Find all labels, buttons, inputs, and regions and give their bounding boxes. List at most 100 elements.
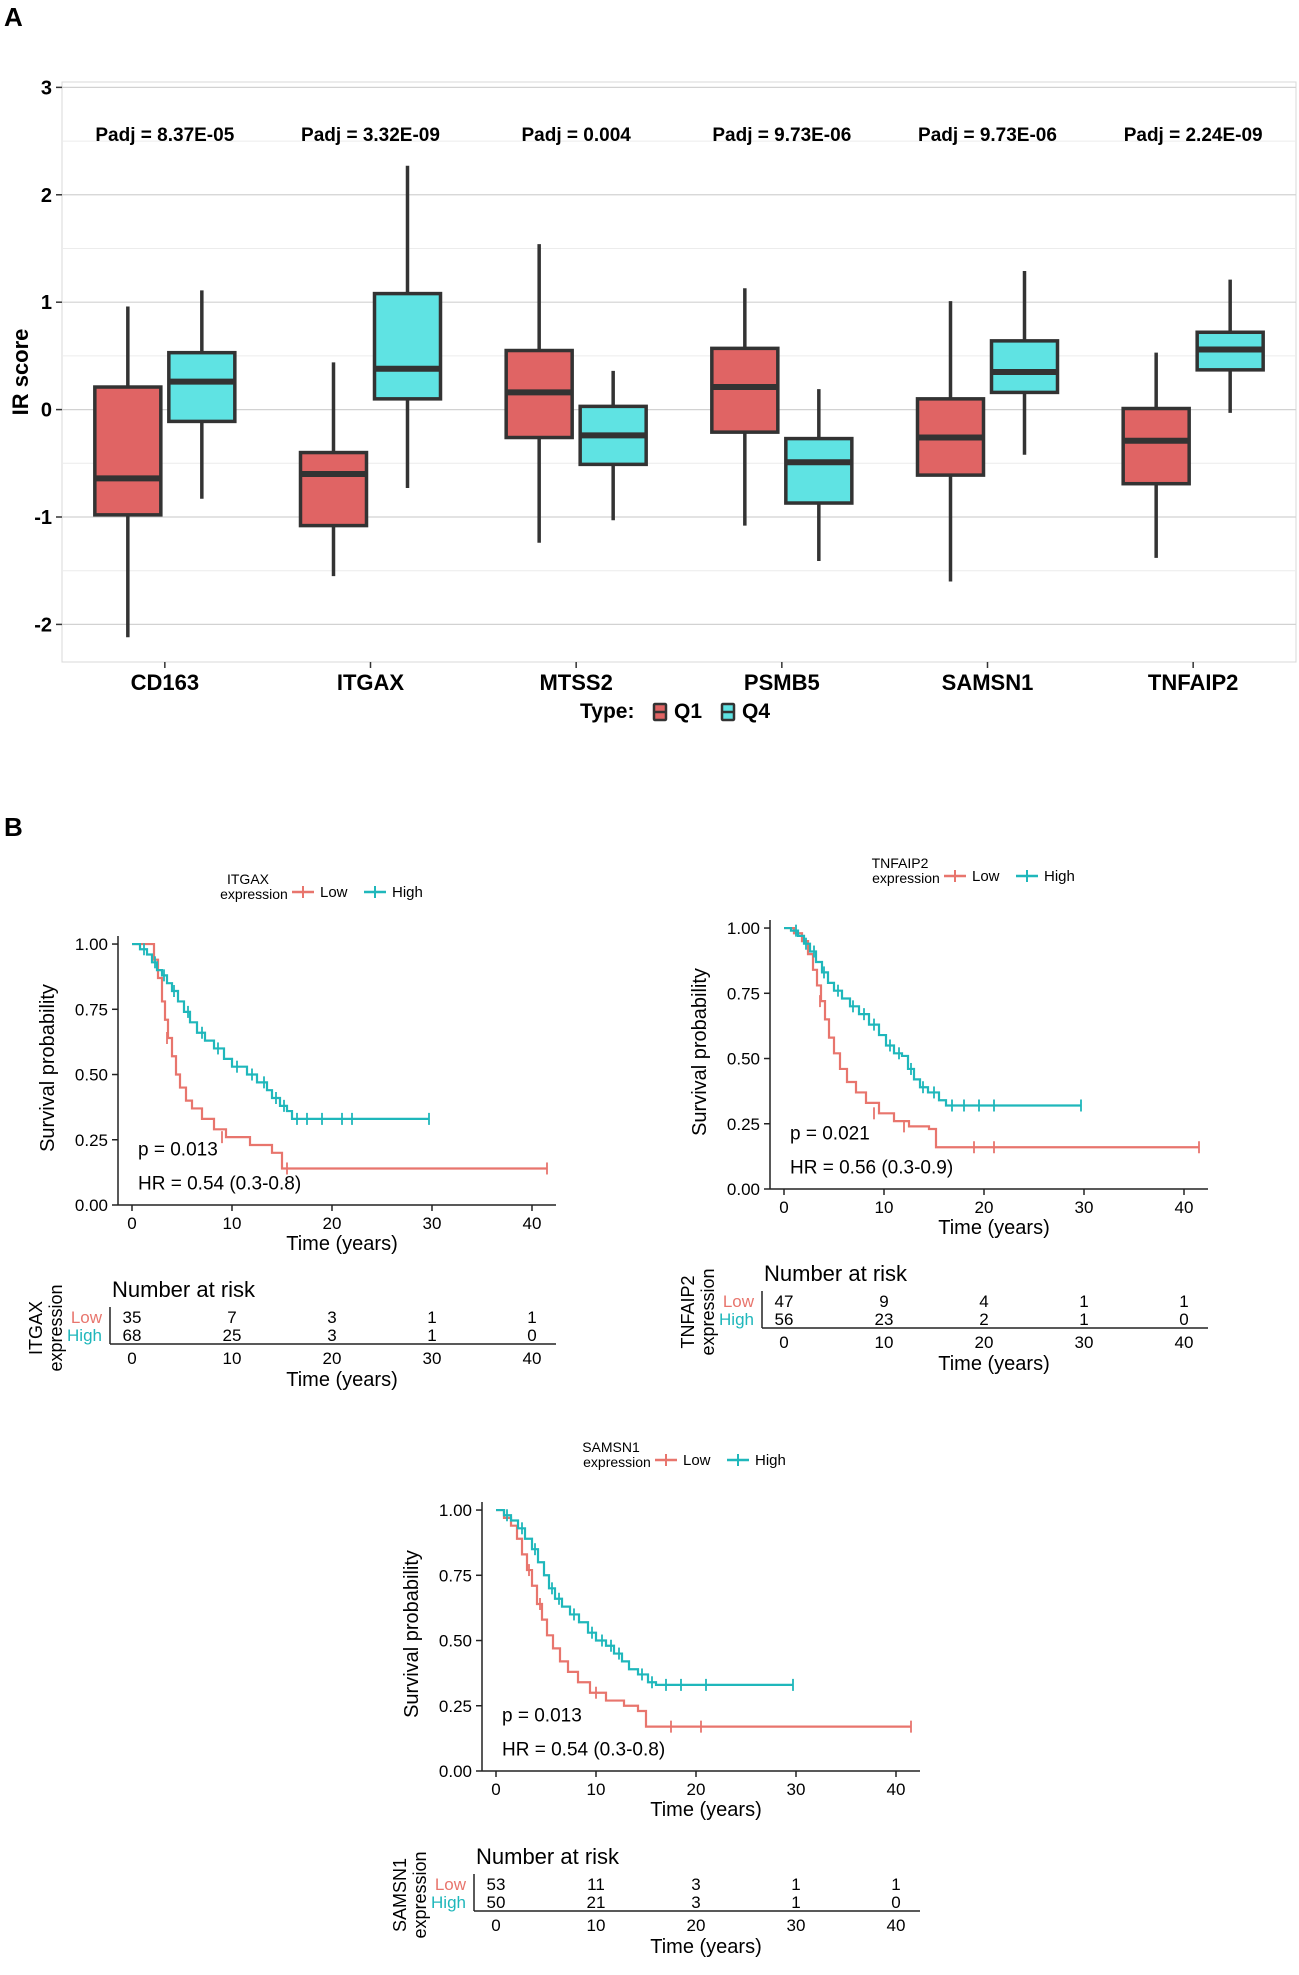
x-tick-label: 20 — [687, 1780, 706, 1799]
box-psmb5-q4 — [784, 436, 854, 505]
x-tick-label: 20 — [323, 1214, 342, 1233]
x-axis-label: Time (years) — [286, 1233, 397, 1255]
risk-count: 1 — [1179, 1292, 1188, 1311]
legend-label-high: High — [392, 884, 423, 901]
y-tick-label: 0.25 — [439, 1697, 472, 1716]
box-cd163-q1 — [93, 385, 163, 517]
x-tick-label: 40 — [1175, 1198, 1194, 1217]
risk-count: 35 — [123, 1308, 142, 1327]
y-tick-label: 0.75 — [75, 1000, 108, 1019]
risk-x-tick-label: 20 — [687, 1916, 706, 1935]
panel-b-label: B — [4, 812, 23, 842]
risk-x-tick-label: 10 — [223, 1349, 242, 1368]
y-tick-label: 1.00 — [727, 919, 760, 938]
risk-row-label-low: Low — [71, 1308, 103, 1327]
risk-x-tick-label: 40 — [1175, 1333, 1194, 1352]
legend-label: Q1 — [674, 700, 702, 723]
risk-count: 1 — [1079, 1292, 1088, 1311]
y-axis-label: Survival probability — [37, 984, 59, 1152]
risk-count: 9 — [879, 1292, 888, 1311]
risk-x-tick-label: 30 — [423, 1349, 442, 1368]
risk-count: 1 — [527, 1308, 536, 1327]
x-tick-label: 0 — [127, 1214, 136, 1233]
legend-label-low: Low — [972, 868, 1000, 885]
y-axis-label: Survival probability — [401, 1550, 423, 1718]
risk-count: 0 — [1179, 1310, 1188, 1329]
legend-label: Q4 — [742, 700, 770, 723]
padj-annotation: Padj = 3.32E-09 — [301, 125, 440, 146]
x-tick-label: PSMB5 — [744, 670, 820, 695]
x-tick-label: 0 — [779, 1198, 788, 1217]
padj-annotation: Padj = 9.73E-06 — [918, 125, 1057, 146]
p-value: p = 0.021 — [790, 1123, 870, 1144]
y-tick-label: 1 — [41, 292, 52, 314]
risk-count: 25 — [223, 1326, 242, 1345]
risk-count: 3 — [327, 1326, 336, 1345]
risk-count: 11 — [587, 1875, 605, 1894]
km-curve-low — [132, 942, 547, 1170]
legend-title-gene: SAMSN1 — [582, 1439, 640, 1455]
risk-count: 1 — [791, 1893, 800, 1912]
risk-count: 1 — [1079, 1310, 1088, 1329]
y-tick-label: 1.00 — [439, 1501, 472, 1520]
x-tick-label: 30 — [423, 1214, 442, 1233]
x-tick-label: CD163 — [131, 670, 199, 695]
risk-count: 3 — [691, 1893, 700, 1912]
risk-x-axis-label: Time (years) — [938, 1353, 1049, 1375]
km-curve-high — [496, 1508, 793, 1686]
x-tick-label: MTSS2 — [539, 670, 612, 695]
x-tick-label: 10 — [223, 1214, 242, 1233]
risk-row-label-high: High — [67, 1326, 102, 1345]
risk-x-tick-label: 10 — [587, 1916, 606, 1935]
y-tick-label: 0 — [41, 400, 52, 422]
hazard-ratio: HR = 0.54 (0.3-0.8) — [138, 1173, 301, 1194]
risk-axis-gene: TNFAIP2 — [678, 1275, 698, 1348]
y-axis-label: IR score — [8, 329, 33, 416]
legend-label-high: High — [1044, 868, 1075, 885]
y-tick-label: 0.50 — [439, 1632, 472, 1651]
risk-count: 0 — [527, 1326, 536, 1345]
x-tick-label: 40 — [523, 1214, 542, 1233]
x-tick-label: ITGAX — [337, 670, 405, 695]
y-tick-label: 0.75 — [439, 1566, 472, 1585]
legend-label-low: Low — [320, 884, 348, 901]
padj-annotation: Padj = 2.24E-09 — [1124, 125, 1263, 146]
y-tick-label: 0.75 — [727, 984, 760, 1003]
risk-count: 1 — [427, 1326, 436, 1345]
risk-table-title: Number at risk — [476, 1844, 620, 1869]
y-tick-label: 0.50 — [727, 1050, 760, 1069]
x-tick-label: 30 — [787, 1780, 806, 1799]
risk-count: 47 — [775, 1292, 794, 1311]
risk-x-tick-label: 0 — [779, 1333, 788, 1352]
box-samsn1-q4 — [989, 339, 1060, 395]
risk-x-tick-label: 10 — [875, 1333, 894, 1352]
risk-x-tick-label: 40 — [887, 1916, 906, 1935]
risk-count: 21 — [587, 1893, 606, 1912]
risk-count: 1 — [791, 1875, 800, 1894]
p-value: p = 0.013 — [138, 1139, 218, 1160]
risk-x-tick-label: 30 — [1075, 1333, 1094, 1352]
km-curve-high — [784, 926, 1081, 1107]
box-itgax-q4 — [372, 291, 443, 401]
legend-title-gene: ITGAX — [227, 871, 270, 887]
risk-x-tick-label: 30 — [787, 1916, 806, 1935]
hazard-ratio: HR = 0.56 (0.3-0.9) — [790, 1157, 953, 1178]
x-tick-label: 20 — [975, 1198, 994, 1217]
risk-x-axis-label: Time (years) — [650, 1936, 761, 1958]
risk-count: 3 — [327, 1308, 336, 1327]
risk-count: 1 — [427, 1308, 436, 1327]
y-tick-label: 0.50 — [75, 1066, 108, 1085]
risk-x-tick-label: 20 — [975, 1333, 994, 1352]
risk-table-title: Number at risk — [764, 1261, 908, 1286]
risk-count: 23 — [875, 1310, 894, 1329]
box-tnfaip2-q1 — [1121, 406, 1191, 486]
padj-annotation: Padj = 9.73E-06 — [712, 125, 851, 146]
risk-count: 4 — [979, 1292, 988, 1311]
legend-title-expression: expression — [220, 886, 288, 902]
risk-row-label-high: High — [719, 1310, 754, 1329]
risk-count: 2 — [979, 1310, 988, 1329]
legend-title-expression: expression — [872, 870, 940, 886]
box-cd163-q4 — [167, 350, 237, 424]
risk-count: 7 — [227, 1308, 236, 1327]
